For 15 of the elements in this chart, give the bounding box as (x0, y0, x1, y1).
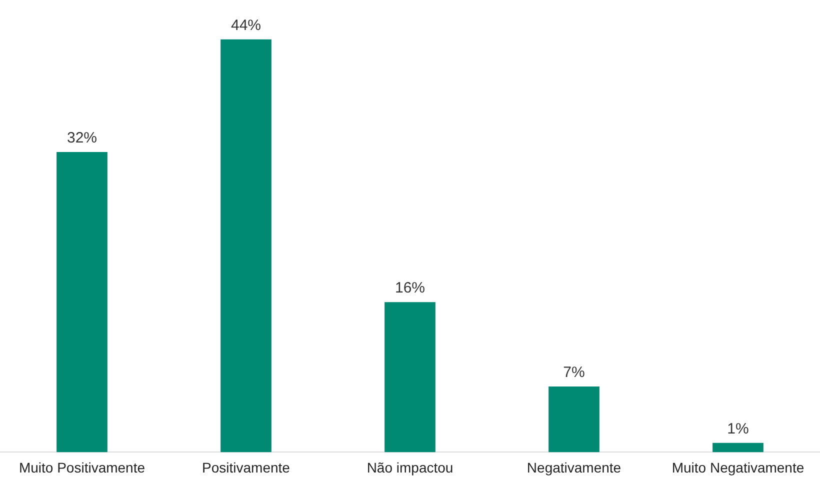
x-tick-label: Positivamente (202, 459, 290, 476)
bar (548, 386, 600, 452)
data-label: 32% (66, 130, 98, 147)
data-label: 44% (230, 17, 262, 34)
x-tick-label: Não impactou (366, 459, 454, 476)
x-tick-label: Muito Positivamente (18, 459, 146, 476)
data-label: 1% (727, 420, 749, 438)
bar (712, 442, 764, 452)
x-tick-label: Muito Negativamente (672, 459, 804, 476)
data-label: 7% (563, 364, 585, 382)
bar (384, 302, 436, 452)
bar (56, 152, 108, 452)
data-label: 16% (394, 280, 426, 297)
x-tick-label: Negativamente (526, 459, 622, 476)
bar (220, 39, 272, 452)
